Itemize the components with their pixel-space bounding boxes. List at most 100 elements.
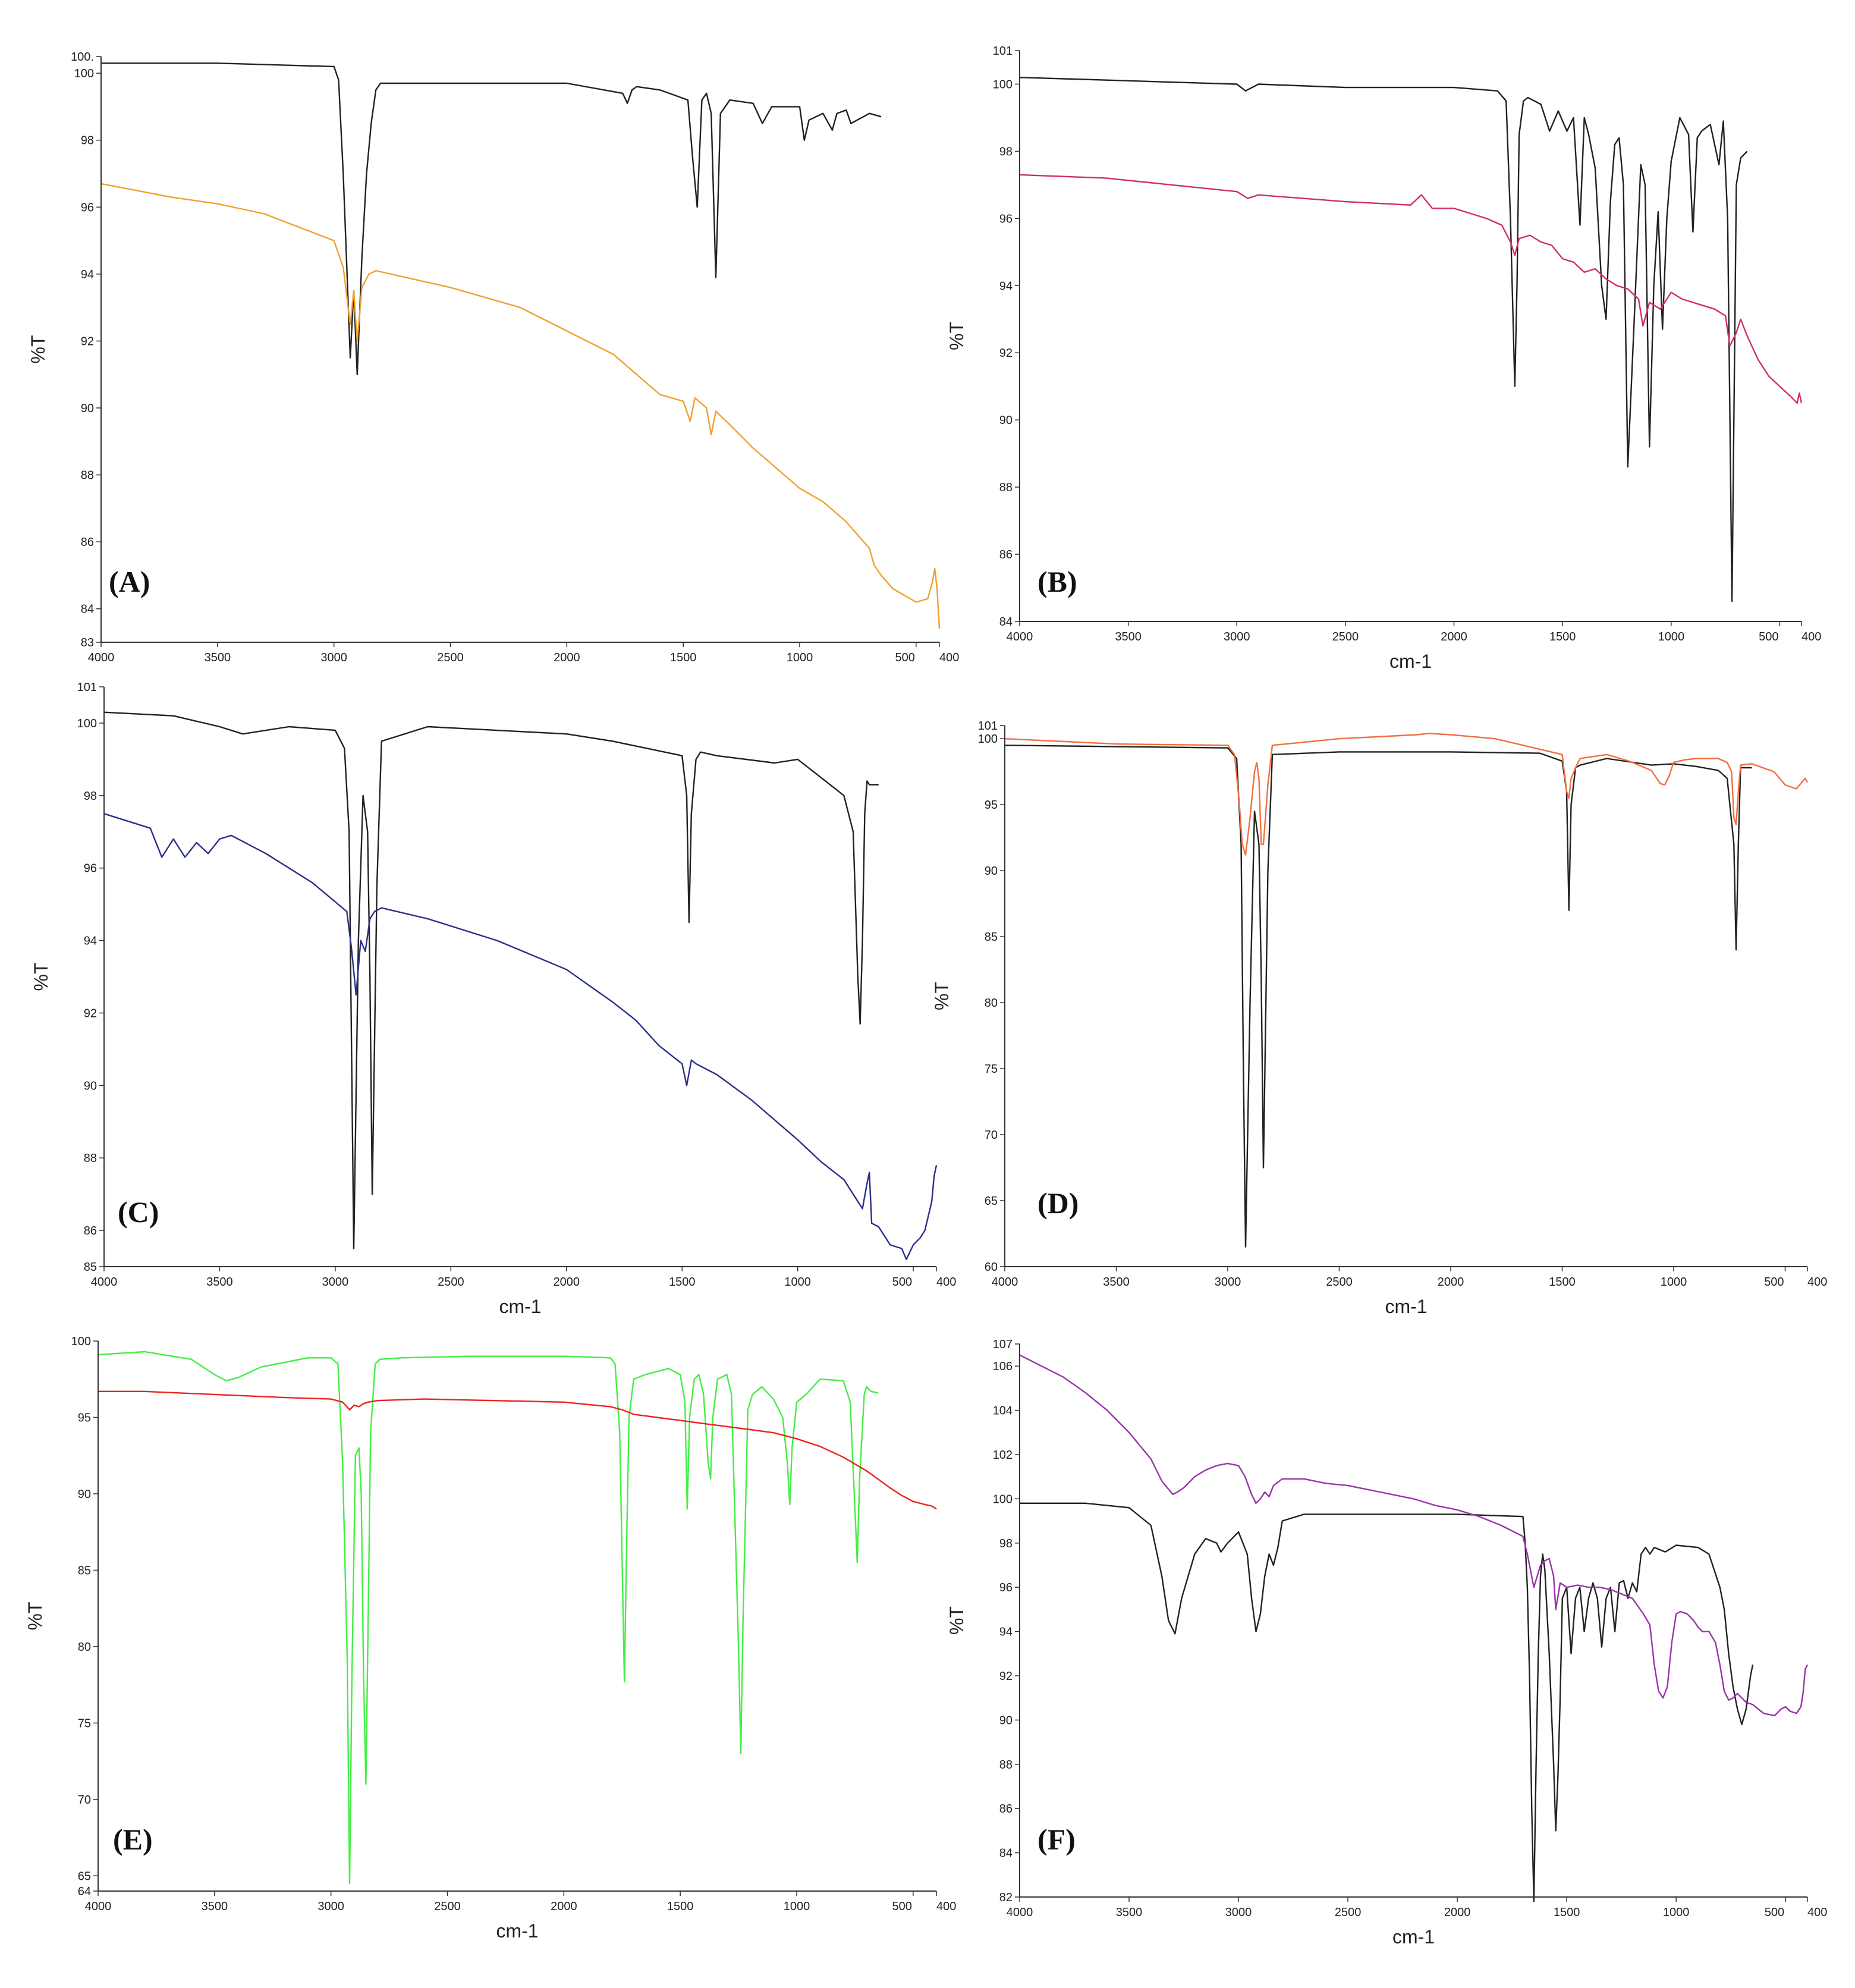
x-tick-label: 1500 [669, 1276, 696, 1289]
y-tick-label: 100 [71, 1335, 91, 1348]
x-tick-label: 2000 [1441, 630, 1467, 643]
x-tick-label: 2000 [1438, 1276, 1464, 1289]
y-tick-label: 96 [999, 1581, 1013, 1594]
y-tick-label: 94 [999, 279, 1013, 293]
x-tick-label: 2000 [1444, 1906, 1471, 1919]
x-tick-label: 500 [892, 1276, 912, 1289]
y-tick-label: 60 [985, 1261, 998, 1274]
y-tick-label: 90 [985, 865, 998, 878]
y-tick-label: 101 [993, 45, 1013, 58]
x-tick-label: 500 [895, 651, 914, 664]
x-tick-label: 1000 [787, 651, 813, 664]
x-tick-label: 1000 [784, 1900, 810, 1913]
y-tick-label: 102 [993, 1449, 1013, 1462]
y-axis-label: %T [24, 1602, 46, 1631]
x-tick-label: 2500 [1335, 1906, 1362, 1919]
x-tick-label: 1000 [1661, 1276, 1687, 1289]
y-tick-label: 86 [84, 1224, 97, 1238]
panel-2: 85 86 88 90 92 94 96 98 100 101 4000 3500 3000 2500 20… [30, 681, 956, 1317]
x-axis-label: cm-1 [499, 1296, 541, 1317]
x-tick-label: 4000 [85, 1900, 112, 1913]
panel-label: (E) [113, 1823, 153, 1856]
x-tick-label: 2500 [437, 651, 464, 664]
y-tick-label: 90 [999, 414, 1013, 427]
y-tick-label: 85 [84, 1261, 97, 1274]
y-tick-label: 84 [81, 603, 94, 616]
x-tick-label: 3000 [1225, 1906, 1252, 1919]
y-tick-label: 95 [78, 1411, 91, 1424]
series-line-black [1019, 77, 1748, 602]
series-line-black [1004, 745, 1752, 1248]
x-tick-label: 500 [1765, 1906, 1784, 1919]
panel-label: (F) [1037, 1823, 1076, 1856]
y-tick-label: 88 [84, 1152, 97, 1165]
x-axis-label: cm-1 [496, 1920, 538, 1942]
x-tick-label: 2500 [1326, 1276, 1353, 1289]
y-tick-label: 82 [999, 1891, 1013, 1904]
x-tick-label: 1500 [1549, 1276, 1576, 1289]
series-line-green [98, 1351, 879, 1885]
x-tick-label: 500 [1764, 1276, 1784, 1289]
x-tick-label: 1500 [670, 651, 697, 664]
x-tick-label: 4000 [992, 1276, 1018, 1289]
x-tick-label: 400 [1807, 1906, 1827, 1919]
x-axis-label: cm-1 [1392, 1926, 1435, 1948]
panel-5: 82 84 86 88 90 92 94 96 98 100 102 104 106 107 4000 350… [946, 1338, 1827, 1948]
x-tick-label: 1000 [1663, 1906, 1690, 1919]
panel-1: 84 86 88 90 92 94 96 98 100 101 4000 3500 3000 2500 20… [946, 45, 1821, 672]
y-tick-label: 98 [81, 134, 94, 147]
y-tick-label: 85 [985, 931, 998, 944]
x-tick-label: 3000 [1215, 1276, 1241, 1289]
y-tick-label: 75 [985, 1063, 998, 1076]
x-tick-label: 400 [939, 651, 959, 664]
series-line-black [101, 62, 882, 375]
y-tick-label: 70 [78, 1794, 91, 1807]
x-tick-label: 400 [936, 1900, 956, 1913]
x-tick-label: 3500 [205, 651, 231, 664]
y-tick-label: 95 [985, 799, 998, 812]
x-tick-label: 1500 [667, 1900, 694, 1913]
x-tick-label: 4000 [91, 1276, 118, 1289]
x-tick-label: 400 [1807, 1276, 1827, 1289]
y-tick-label: 90 [999, 1714, 1013, 1727]
y-tick-label: 84 [999, 615, 1013, 629]
x-tick-label: 1500 [1549, 630, 1576, 643]
y-tick-label: 100 [77, 717, 97, 730]
y-tick-label: 106 [993, 1360, 1013, 1373]
series-line-red [98, 1390, 937, 1510]
x-tick-label: 2500 [434, 1900, 461, 1913]
y-tick-label: 107 [993, 1338, 1013, 1351]
y-tick-label: 94 [81, 268, 94, 281]
y-tick-label: 85 [78, 1564, 91, 1577]
y-tick-label: 80 [78, 1641, 91, 1654]
x-tick-label: 1500 [1554, 1906, 1580, 1919]
series-line-purple [1019, 1354, 1809, 1717]
x-tick-label: 3500 [206, 1276, 233, 1289]
y-tick-label: 100 [993, 78, 1013, 91]
x-tick-label: 3000 [1224, 630, 1250, 643]
y-tick-label: 90 [78, 1488, 91, 1501]
x-tick-label: 2000 [551, 1900, 577, 1913]
y-tick-label: 75 [78, 1717, 91, 1730]
y-tick-label: 92 [999, 347, 1013, 360]
x-tick-label: 3500 [1116, 1906, 1143, 1919]
y-tick-label: 88 [999, 1758, 1013, 1772]
y-tick-label: 64 [78, 1885, 91, 1898]
x-tick-label: 400 [1801, 630, 1821, 643]
x-tick-label: 2000 [554, 1276, 580, 1289]
series-line-coral [1004, 733, 1809, 856]
x-tick-label: 3500 [1115, 630, 1142, 643]
panel-label: (B) [1037, 565, 1077, 598]
x-axis-label: cm-1 [1385, 1296, 1427, 1317]
y-tick-label: 101 [77, 681, 97, 694]
series-line-orange [100, 183, 941, 629]
y-tick-label: 80 [985, 997, 998, 1010]
y-tick-label: 86 [81, 536, 94, 549]
y-axis-label: %T [30, 963, 52, 991]
x-tick-label: 3500 [1103, 1276, 1130, 1289]
panel-label: (D) [1037, 1186, 1079, 1220]
series-line-black [103, 711, 879, 1249]
series-line-navy [103, 813, 938, 1261]
y-tick-label: 92 [84, 1007, 97, 1020]
